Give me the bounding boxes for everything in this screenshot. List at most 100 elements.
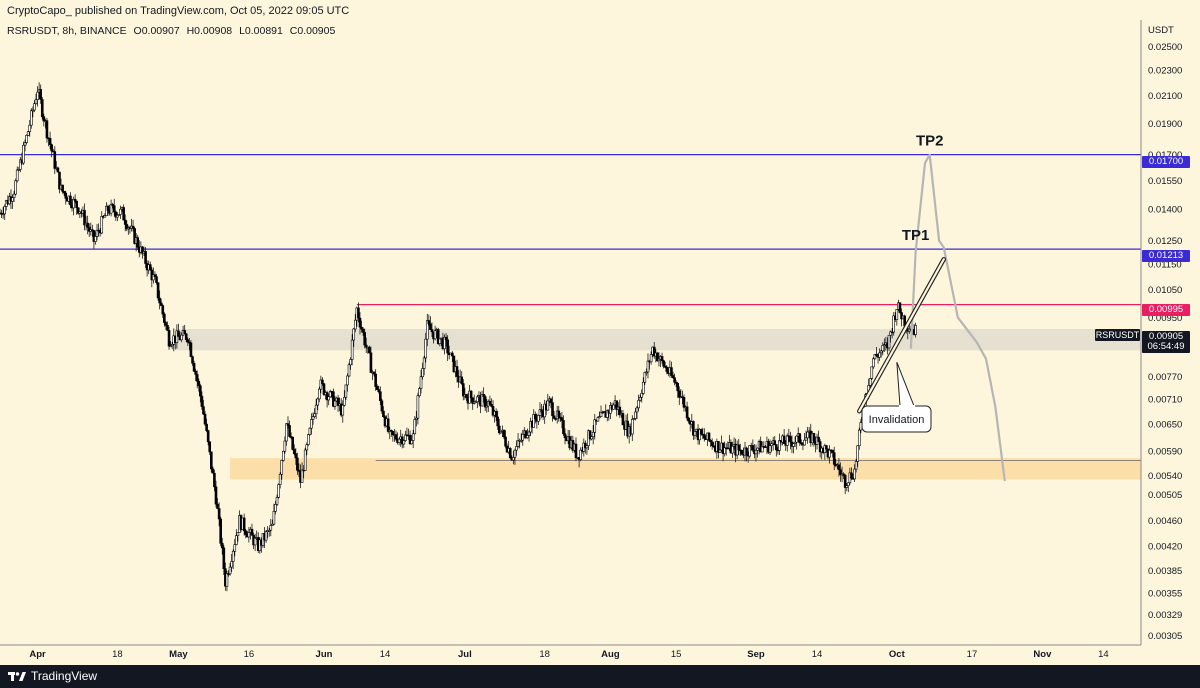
candle-body — [106, 205, 110, 211]
candle-body — [760, 446, 764, 453]
zone-band-1 — [230, 458, 1141, 480]
candle-body — [208, 441, 212, 453]
candle-body — [105, 205, 108, 216]
candle-body — [800, 442, 803, 445]
candle-body — [391, 430, 395, 435]
candle-body — [508, 448, 512, 459]
candle-body — [868, 378, 872, 386]
candle-body — [214, 486, 218, 505]
candle-body — [490, 404, 493, 407]
candle-body — [167, 330, 171, 347]
candle-body — [353, 319, 357, 330]
candle-body — [416, 395, 420, 419]
candle-body — [307, 434, 310, 445]
candle-body — [380, 400, 384, 412]
candle-body — [502, 429, 506, 438]
resistance-price-tag: 0.00995 — [1142, 304, 1190, 316]
invalidation-callout-joint — [899, 405, 915, 408]
candle-body — [870, 366, 874, 379]
candle-body — [75, 200, 78, 209]
candle-body — [532, 414, 536, 428]
candle-body — [632, 418, 636, 420]
candle-body — [775, 444, 778, 451]
candle-body — [685, 406, 689, 419]
candle-body — [551, 402, 554, 417]
candle-body — [857, 429, 861, 447]
candle-body — [778, 440, 781, 451]
candle-body — [159, 302, 163, 306]
candle-body — [652, 346, 656, 357]
candle-body — [674, 381, 678, 384]
candle-body — [397, 438, 401, 443]
projection-layer — [909, 153, 1006, 482]
candle-body — [109, 203, 113, 214]
candle-body — [136, 237, 140, 248]
candle-body — [656, 352, 659, 362]
candle-body — [325, 392, 329, 401]
open-value: O0.00907 — [133, 25, 180, 37]
candle-body — [206, 430, 210, 443]
candle-body — [723, 447, 726, 454]
x-tick-label: 18 — [112, 649, 123, 660]
candle-body — [133, 228, 136, 244]
candle-body — [591, 431, 595, 438]
candle-body — [879, 350, 883, 354]
y-tick-label: 0.00329 — [1148, 610, 1182, 621]
candle-body — [152, 274, 155, 281]
candle-body — [277, 484, 280, 498]
candle-body — [596, 417, 600, 422]
candle-body — [748, 445, 752, 457]
candle-body — [119, 208, 122, 215]
candle-body — [524, 430, 528, 439]
y-tick-label: 0.02500 — [1148, 42, 1182, 53]
candle-body — [574, 443, 578, 458]
candle-body — [236, 532, 240, 536]
candle-body — [657, 358, 661, 362]
candle-body — [122, 207, 125, 221]
tradingview-logo[interactable]: TradingView — [8, 669, 97, 683]
candle-body — [612, 404, 615, 410]
candle-body — [850, 472, 853, 479]
candle-body — [540, 409, 543, 413]
symbol-info[interactable]: RSRUSDT, 8h, BINANCE — [7, 25, 127, 37]
candle-body — [895, 309, 899, 320]
y-tick-label: 0.00505 — [1148, 490, 1182, 501]
candle-body — [516, 440, 520, 447]
candle-body — [427, 320, 431, 325]
candle-body — [878, 352, 881, 358]
candle-body — [488, 400, 492, 405]
tp2-label: TP2 — [916, 133, 944, 150]
tp1-price-tag: 0.01213 — [1142, 250, 1190, 262]
candle-body — [73, 198, 77, 202]
candle-body — [847, 482, 850, 487]
candle-body — [222, 547, 226, 570]
time-axis[interactable]: Apr 18 May 16 Jun 14 Jul 18 Aug 15 Sep 14 Oct 17 Nov 14 — [29, 649, 1108, 660]
candle-body — [319, 379, 323, 390]
candle-body — [499, 431, 503, 434]
x-tick-label: 15 — [671, 649, 682, 660]
publish-info: CryptoCapo_ published on TradingView.com… — [7, 5, 350, 17]
candle-body — [452, 355, 456, 373]
candle-body — [314, 404, 318, 415]
candle-body — [782, 435, 786, 444]
ohlc-legend[interactable]: RSRUSDT, 8h, BINANCE O0.00907 H0.00908 L… — [7, 25, 339, 37]
candle-body — [579, 449, 582, 460]
candle-body — [843, 475, 847, 488]
x-tick-label: 14 — [1098, 649, 1109, 660]
y-tick-label: 0.02100 — [1148, 91, 1182, 102]
candle-body — [562, 420, 565, 435]
price-axis[interactable]: 0.02500 0.02300 0.02100 0.01900 0.01700 0.015… — [1148, 42, 1182, 642]
candle-body — [693, 431, 697, 436]
candle-body — [36, 91, 39, 100]
candle-body — [512, 457, 515, 461]
candle-body — [557, 410, 561, 418]
candle-body — [482, 394, 485, 397]
candle-body — [560, 417, 564, 421]
tradingview-logo-icon — [8, 670, 26, 682]
candle-body — [305, 444, 309, 451]
candle-body — [698, 429, 701, 441]
candle-body — [818, 441, 822, 453]
candle-body — [285, 423, 288, 442]
candle-body — [710, 441, 714, 447]
